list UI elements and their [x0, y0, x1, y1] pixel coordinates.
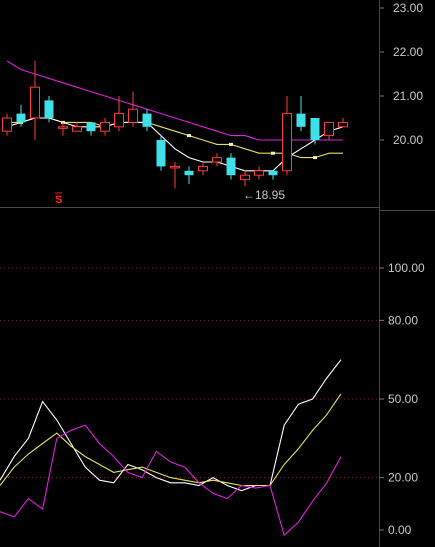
kdj-d-line	[0, 393, 342, 487]
kdj-axis-tick-label: 50.00	[388, 392, 418, 406]
candle-body-up	[282, 113, 292, 172]
candle[interactable]	[128, 91, 138, 127]
candle-body-down	[142, 113, 152, 127]
candle[interactable]	[2, 113, 12, 136]
candle[interactable]	[268, 170, 278, 180]
signal-marker: S	[55, 194, 62, 206]
candle-body-up	[212, 157, 222, 163]
price-low-label: ←18.95	[243, 188, 285, 202]
candle[interactable]	[156, 135, 166, 171]
ma-marker	[187, 134, 191, 138]
candle[interactable]	[282, 96, 292, 176]
kdj-k-line	[0, 359, 342, 492]
candle-body-down	[44, 100, 54, 118]
ma-marker	[229, 142, 233, 146]
kdj-axis-tick-label: 100.00	[388, 261, 425, 275]
price-axis-tick-label: 23.00	[393, 1, 423, 15]
candle-body-up	[2, 117, 12, 132]
candle-body-up	[100, 121, 110, 132]
candle-body-up	[254, 170, 264, 176]
candle-body-down	[156, 140, 166, 167]
panel-divider	[0, 207, 379, 208]
candle-body-up	[198, 165, 208, 172]
price-axis-tick-label: 22.00	[393, 45, 423, 59]
candle-body-up	[240, 174, 250, 181]
candle[interactable]	[142, 109, 152, 132]
price-axis-tick-label: 20.00	[393, 133, 423, 147]
kdj-indicator-panel[interactable]: 100.00 80.00 50.00 20.00 0.00	[0, 209, 435, 547]
ma-long-line	[6, 60, 343, 141]
candlestick-chart[interactable]: 23.00 22.00 21.00 20.00 ←18.95 S	[0, 0, 435, 207]
candle-body-down	[268, 170, 278, 176]
candle[interactable]	[72, 122, 82, 132]
candle[interactable]	[324, 121, 334, 140]
candle-body-up	[338, 121, 348, 128]
candle[interactable]	[30, 60, 40, 140]
kdj-axis-tick-label: 80.00	[388, 313, 418, 327]
candle-body-up	[30, 86, 40, 119]
candle[interactable]	[86, 122, 96, 136]
axis-divider	[379, 210, 435, 211]
kdj-line-chart[interactable]: 100.00 80.00 50.00 20.00 0.00	[0, 209, 435, 547]
candle[interactable]	[338, 118, 348, 128]
candle[interactable]	[226, 153, 236, 180]
candle[interactable]	[254, 166, 264, 180]
candle-body-down	[86, 122, 96, 132]
candle[interactable]	[114, 96, 124, 132]
candle-body-up	[72, 126, 82, 132]
price-axis-tick-label: 21.00	[393, 89, 423, 103]
candle-body-down	[184, 170, 194, 176]
candle[interactable]	[198, 162, 208, 176]
candle-body-up	[170, 165, 180, 169]
candle[interactable]	[58, 122, 68, 136]
candle-body-down	[310, 118, 320, 140]
candle-body-down	[296, 113, 306, 127]
ma-marker	[313, 156, 317, 160]
candle[interactable]	[100, 118, 110, 136]
candle-body-up	[128, 108, 138, 123]
kdj-axis-tick-label: 0.00	[388, 523, 412, 537]
candle-body-up	[114, 113, 124, 128]
candle[interactable]	[296, 96, 306, 132]
candle[interactable]	[240, 170, 250, 187]
ma-marker	[271, 151, 275, 155]
ma-mid-line	[7, 117, 343, 159]
price-chart-panel[interactable]: 23.00 22.00 21.00 20.00 ←18.95 S	[0, 0, 435, 207]
candle[interactable]	[212, 153, 222, 167]
candle-body-up	[324, 121, 334, 137]
candle[interactable]	[310, 118, 320, 145]
candle[interactable]	[184, 166, 194, 184]
kdj-j-line	[0, 424, 342, 537]
candle-body-down	[16, 113, 26, 123]
price-axis-divider	[379, 0, 380, 547]
candle-body-up	[58, 126, 68, 129]
candle[interactable]	[44, 96, 54, 123]
candle[interactable]	[16, 104, 26, 127]
candle-body-down	[226, 157, 236, 176]
kdj-axis-tick-label: 20.00	[388, 471, 418, 485]
candle[interactable]	[170, 162, 180, 189]
